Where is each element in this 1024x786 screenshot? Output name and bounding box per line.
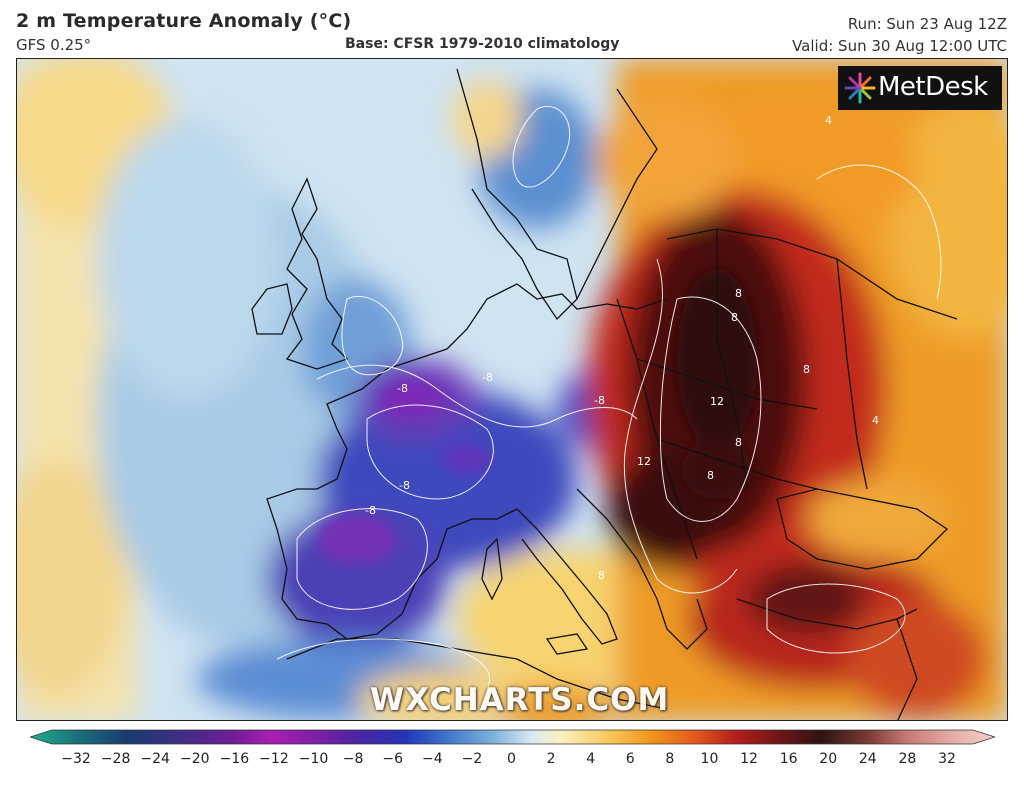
colorbar (30, 729, 995, 745)
contour-label: -8 (399, 479, 410, 492)
header: 2 m Temperature Anomaly (°C) GFS 0.25° B… (0, 0, 1024, 58)
colorbar-tick-label: 28 (898, 751, 917, 767)
colorbar-gradient (30, 729, 995, 745)
colorbar-tick-label: 24 (858, 751, 877, 767)
coastlines (251, 68, 958, 720)
colorbar-tick-label: 16 (779, 751, 798, 767)
colorbar-tick-label: 8 (665, 751, 675, 767)
contour-label: -8 (594, 394, 605, 407)
contour-value-labels: -8 -8 -8 -8 -8 8 8 8 12 12 8 8 4 8 4 (365, 114, 879, 582)
valid-time-label: Valid: Sun 30 Aug 12:00 UTC (792, 37, 1007, 55)
metdesk-logo-text: MetDesk (878, 72, 988, 102)
climatology-base-label: Base: CFSR 1979-2010 climatology (345, 36, 620, 52)
contour-label: -8 (397, 382, 408, 395)
colorbar-tick-label: −2 (461, 751, 483, 767)
contour-label: 8 (707, 469, 714, 482)
anomaly-map[interactable]: -8 -8 -8 -8 -8 8 8 8 12 12 8 8 4 8 4 (16, 58, 1008, 721)
contour-label: 12 (637, 455, 651, 468)
contour-label: 4 (825, 114, 832, 127)
colorbar-tick-label: 6 (625, 751, 635, 767)
contour-label: 8 (735, 287, 742, 300)
contour-lines (276, 105, 942, 690)
colorbar-tick-label: −20 (179, 751, 210, 767)
contour-label: 8 (735, 436, 742, 449)
wxcharts-watermark: WXCHARTS.COM (370, 682, 670, 718)
contour-label: 8 (598, 569, 605, 582)
run-time-label: Run: Sun 23 Aug 12Z (847, 15, 1007, 33)
colorbar-tick-label: 20 (819, 751, 838, 767)
contour-label: -8 (482, 371, 493, 384)
colorbar-tick-label: 10 (700, 751, 719, 767)
colorbar-tick-label: −16 (219, 751, 250, 767)
map-title: 2 m Temperature Anomaly (°C) (16, 10, 352, 32)
colorbar-tick-label: 2 (546, 751, 556, 767)
contour-label: 12 (710, 395, 724, 408)
anomaly-cores (317, 269, 757, 564)
colorbar-tick-label: −32 (61, 751, 91, 767)
colorbar-tick-label: −6 (382, 751, 404, 767)
colorbar-tick-label: −10 (298, 751, 329, 767)
colorbar-tick-label: 32 (938, 751, 956, 767)
colorbar-tick-label: 12 (740, 751, 758, 767)
contour-label: 4 (872, 414, 879, 427)
colorbar-tick-label: −8 (342, 751, 364, 767)
model-label: GFS 0.25° (16, 36, 92, 54)
colorbar-tick-label: 4 (586, 751, 596, 767)
contour-label: 8 (731, 311, 738, 324)
sunburst-icon (844, 72, 876, 104)
colorbar-tick-label: −12 (259, 751, 289, 767)
colorbar-tick-label: −4 (421, 751, 443, 767)
colorbar-tick-label: −24 (140, 751, 170, 767)
colorbar-tick-label: 0 (507, 751, 516, 767)
metdesk-logo: MetDesk (838, 66, 1002, 110)
contour-label: -8 (365, 504, 376, 517)
contour-label: 8 (803, 363, 810, 376)
colorbar-tick-label: −28 (100, 751, 131, 767)
